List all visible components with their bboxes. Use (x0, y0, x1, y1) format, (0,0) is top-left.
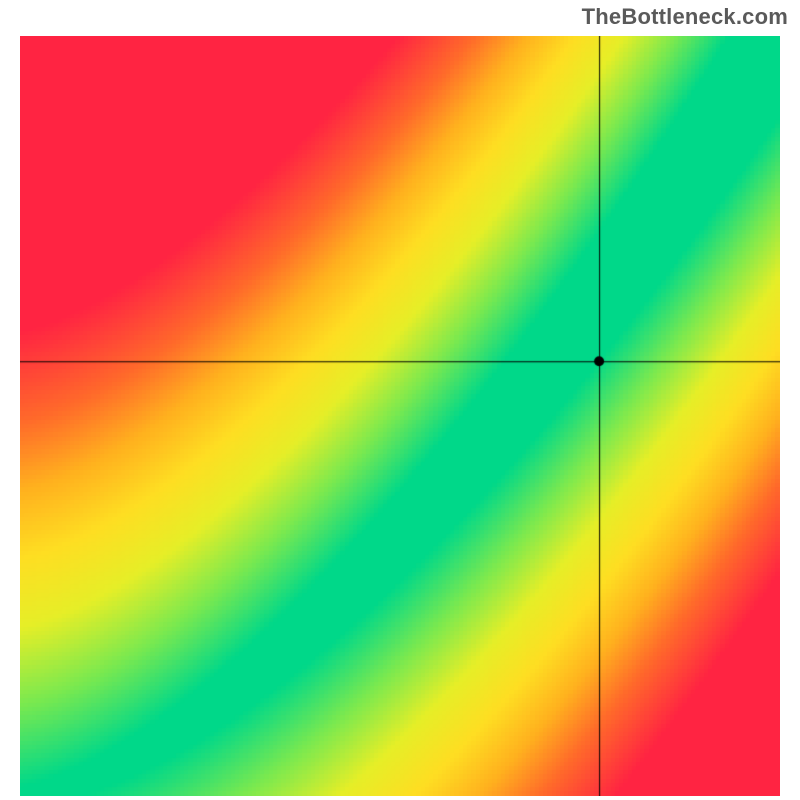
bottleneck-heatmap (20, 36, 780, 796)
heatmap-panel (20, 36, 780, 796)
chart-container: TheBottleneck.com (0, 0, 800, 800)
watermark-text: TheBottleneck.com (582, 4, 788, 30)
